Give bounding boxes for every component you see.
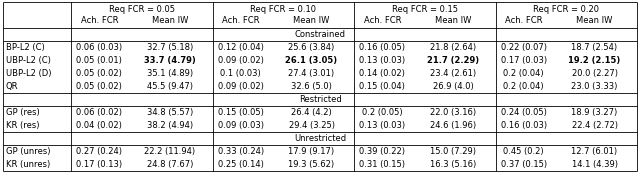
- Text: UBP-L2 (D): UBP-L2 (D): [6, 69, 51, 78]
- Text: 15.0 (7.29): 15.0 (7.29): [430, 147, 476, 156]
- Text: 18.9 (3.27): 18.9 (3.27): [572, 108, 618, 117]
- Text: Ach. FCR: Ach. FCR: [364, 16, 401, 25]
- Text: 0.05 (0.02): 0.05 (0.02): [76, 82, 122, 91]
- Text: 0.25 (0.14): 0.25 (0.14): [218, 160, 264, 169]
- Text: 0.22 (0.07): 0.22 (0.07): [500, 43, 547, 52]
- Text: 18.7 (2.54): 18.7 (2.54): [572, 43, 618, 52]
- Text: Ach. FCR: Ach. FCR: [505, 16, 543, 25]
- Text: KR (res): KR (res): [6, 121, 40, 130]
- Text: Restricted: Restricted: [299, 95, 341, 104]
- Text: 0.09 (0.02): 0.09 (0.02): [218, 56, 264, 65]
- Text: 29.4 (3.25): 29.4 (3.25): [289, 121, 335, 130]
- Text: 0.06 (0.03): 0.06 (0.03): [76, 43, 122, 52]
- Text: 16.3 (5.16): 16.3 (5.16): [430, 160, 476, 169]
- Text: 14.1 (4.39): 14.1 (4.39): [572, 160, 618, 169]
- Text: 0.06 (0.02): 0.06 (0.02): [76, 108, 122, 117]
- Text: 0.27 (0.24): 0.27 (0.24): [76, 147, 122, 156]
- Text: 0.14 (0.02): 0.14 (0.02): [360, 69, 405, 78]
- Text: Mean IW: Mean IW: [293, 16, 330, 25]
- Text: QR: QR: [6, 82, 19, 91]
- Text: 0.15 (0.04): 0.15 (0.04): [360, 82, 405, 91]
- Text: 22.4 (2.72): 22.4 (2.72): [572, 121, 618, 130]
- Text: 25.6 (3.84): 25.6 (3.84): [289, 43, 335, 52]
- Text: 23.4 (2.61): 23.4 (2.61): [430, 69, 476, 78]
- Text: 0.09 (0.02): 0.09 (0.02): [218, 82, 264, 91]
- Text: 0.13 (0.03): 0.13 (0.03): [359, 56, 405, 65]
- Text: 0.45 (0.2): 0.45 (0.2): [504, 147, 544, 156]
- Text: 17.9 (9.17): 17.9 (9.17): [289, 147, 335, 156]
- Text: GP (unres): GP (unres): [6, 147, 51, 156]
- Text: 0.17 (0.13): 0.17 (0.13): [76, 160, 122, 169]
- Text: 21.7 (2.29): 21.7 (2.29): [427, 56, 479, 65]
- Text: 0.05 (0.01): 0.05 (0.01): [76, 56, 122, 65]
- Text: 0.2 (0.04): 0.2 (0.04): [504, 82, 544, 91]
- Text: 0.12 (0.04): 0.12 (0.04): [218, 43, 264, 52]
- Text: 45.5 (9.47): 45.5 (9.47): [147, 82, 193, 91]
- Text: 0.2 (0.04): 0.2 (0.04): [504, 69, 544, 78]
- Text: Req FCR = 0.05: Req FCR = 0.05: [109, 5, 175, 14]
- Text: 0.09 (0.03): 0.09 (0.03): [218, 121, 264, 130]
- Text: BP-L2 (C): BP-L2 (C): [6, 43, 45, 52]
- Text: Constrained: Constrained: [294, 30, 346, 39]
- Text: 20.0 (2.27): 20.0 (2.27): [572, 69, 618, 78]
- Text: 21.8 (2.64): 21.8 (2.64): [430, 43, 476, 52]
- Text: GP (res): GP (res): [6, 108, 40, 117]
- Text: Req FCR = 0.15: Req FCR = 0.15: [392, 5, 458, 14]
- Text: 0.17 (0.03): 0.17 (0.03): [500, 56, 547, 65]
- Text: 22.0 (3.16): 22.0 (3.16): [430, 108, 476, 117]
- Text: 19.2 (2.15): 19.2 (2.15): [568, 56, 621, 65]
- Text: Unrestricted: Unrestricted: [294, 134, 346, 143]
- Text: 26.9 (4.0): 26.9 (4.0): [433, 82, 474, 91]
- Text: 12.7 (6.01): 12.7 (6.01): [572, 147, 618, 156]
- Text: 0.15 (0.05): 0.15 (0.05): [218, 108, 264, 117]
- Text: Mean IW: Mean IW: [577, 16, 612, 25]
- Text: 26.4 (4.2): 26.4 (4.2): [291, 108, 332, 117]
- Text: 0.16 (0.05): 0.16 (0.05): [359, 43, 405, 52]
- Text: 27.4 (3.01): 27.4 (3.01): [289, 69, 335, 78]
- Text: 33.7 (4.79): 33.7 (4.79): [144, 56, 196, 65]
- Text: 19.3 (5.62): 19.3 (5.62): [289, 160, 335, 169]
- Text: Mean IW: Mean IW: [152, 16, 188, 25]
- Text: 0.37 (0.15): 0.37 (0.15): [500, 160, 547, 169]
- Text: 0.04 (0.02): 0.04 (0.02): [76, 121, 122, 130]
- Text: 24.8 (7.67): 24.8 (7.67): [147, 160, 193, 169]
- Text: 0.24 (0.05): 0.24 (0.05): [501, 108, 547, 117]
- Text: 0.1 (0.03): 0.1 (0.03): [220, 69, 261, 78]
- Text: 23.0 (3.33): 23.0 (3.33): [572, 82, 618, 91]
- Text: 35.1 (4.89): 35.1 (4.89): [147, 69, 193, 78]
- Text: KR (unres): KR (unres): [6, 160, 51, 169]
- Text: 0.2 (0.05): 0.2 (0.05): [362, 108, 403, 117]
- Text: Ach. FCR: Ach. FCR: [81, 16, 118, 25]
- Text: Req FCR = 0.10: Req FCR = 0.10: [250, 5, 316, 14]
- Text: 24.6 (1.96): 24.6 (1.96): [430, 121, 476, 130]
- Text: 0.39 (0.22): 0.39 (0.22): [359, 147, 405, 156]
- Text: 0.05 (0.02): 0.05 (0.02): [76, 69, 122, 78]
- Text: 0.31 (0.15): 0.31 (0.15): [359, 160, 405, 169]
- Text: 0.13 (0.03): 0.13 (0.03): [359, 121, 405, 130]
- Text: 38.2 (4.94): 38.2 (4.94): [147, 121, 193, 130]
- Text: 0.16 (0.03): 0.16 (0.03): [500, 121, 547, 130]
- Text: 0.33 (0.24): 0.33 (0.24): [218, 147, 264, 156]
- Text: Req FCR = 0.20: Req FCR = 0.20: [533, 5, 599, 14]
- Text: 32.6 (5.0): 32.6 (5.0): [291, 82, 332, 91]
- Text: Mean IW: Mean IW: [435, 16, 471, 25]
- Text: 34.8 (5.57): 34.8 (5.57): [147, 108, 193, 117]
- Text: 32.7 (5.18): 32.7 (5.18): [147, 43, 193, 52]
- Text: Ach. FCR: Ach. FCR: [222, 16, 260, 25]
- Text: 26.1 (3.05): 26.1 (3.05): [285, 56, 338, 65]
- Text: UBP-L2 (C): UBP-L2 (C): [6, 56, 51, 65]
- Text: 22.2 (11.94): 22.2 (11.94): [145, 147, 196, 156]
